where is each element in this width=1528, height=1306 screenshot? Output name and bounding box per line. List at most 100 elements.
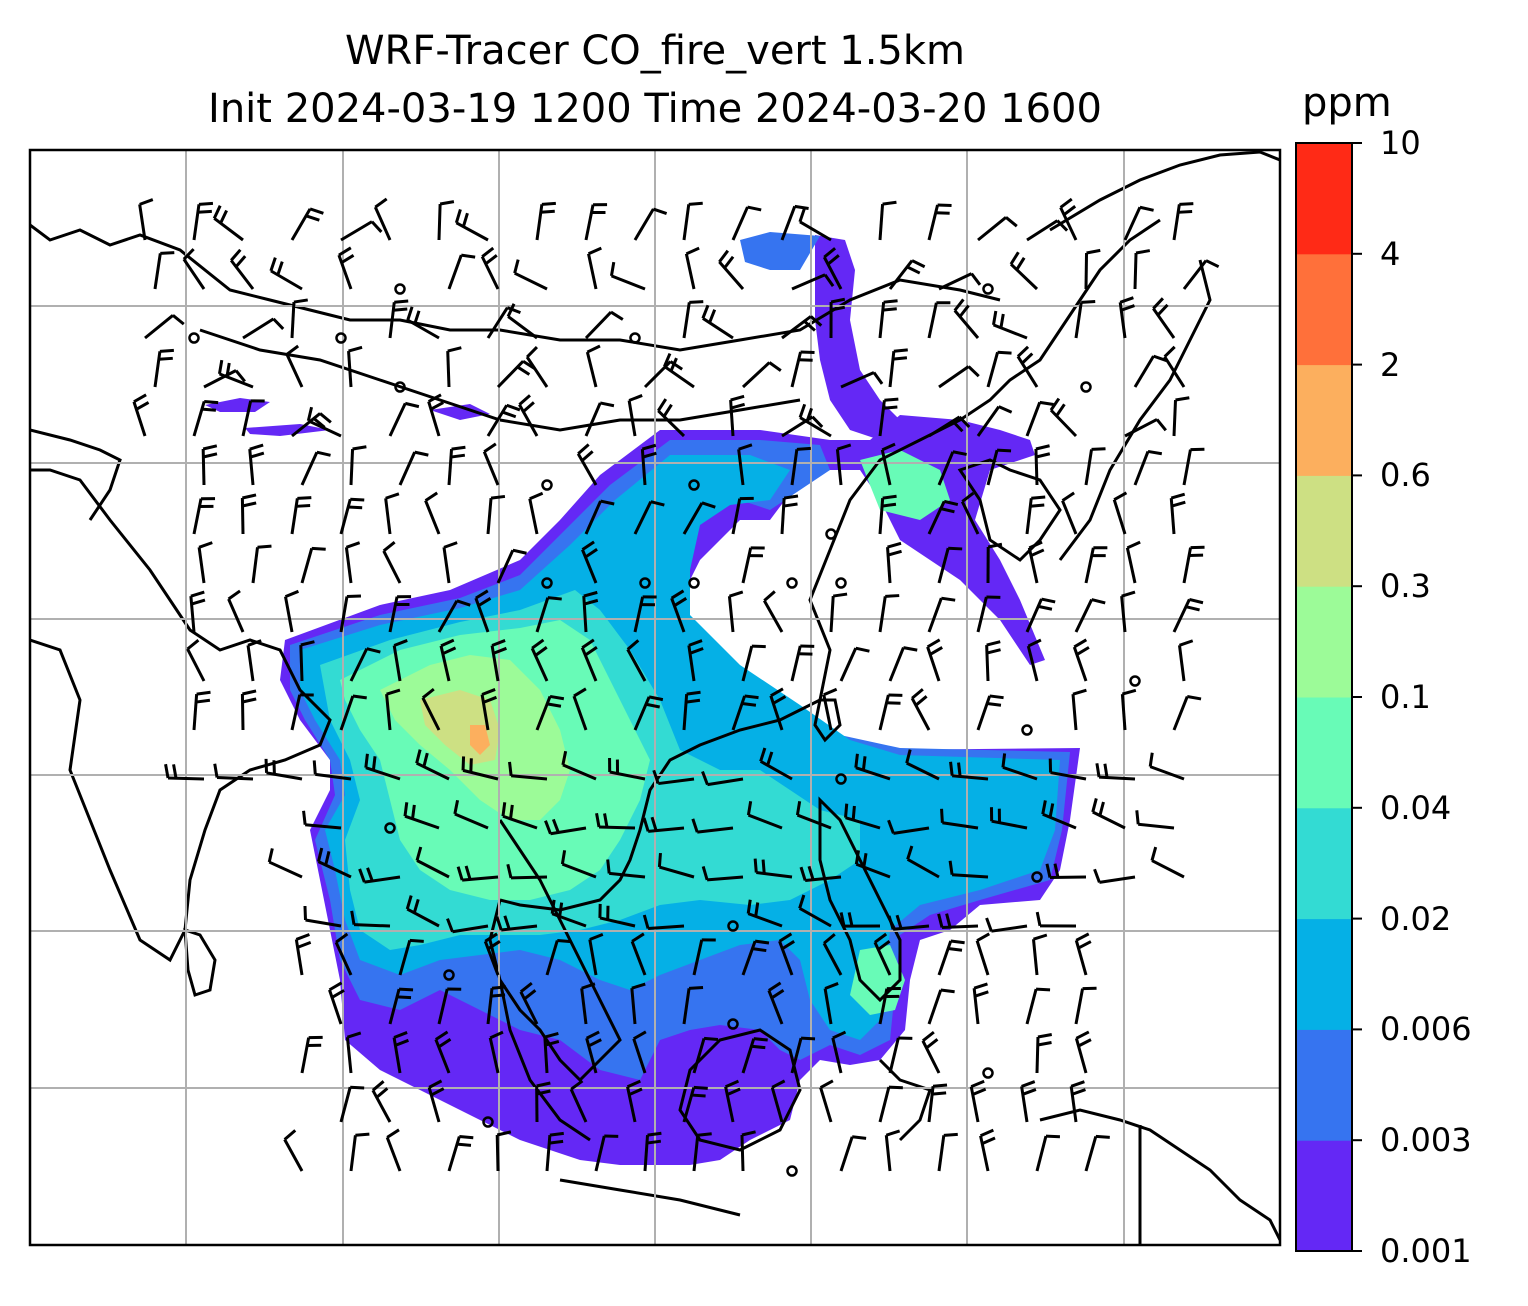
wind-barb (633, 695, 664, 731)
wind-barb (437, 599, 471, 633)
wind-barb (692, 1036, 719, 1074)
wind-barb (975, 932, 991, 976)
wind-barb (729, 394, 746, 437)
wind-barb (906, 845, 940, 879)
wind-barb (1172, 695, 1202, 731)
wind-barb (203, 369, 246, 389)
wind-barb (839, 646, 870, 682)
wind-barb (682, 1085, 708, 1123)
coastline-north (30, 223, 1001, 352)
wind-barb (630, 982, 646, 1025)
wind-barb (300, 450, 331, 486)
wind-barb (303, 905, 342, 928)
wind-barb (1034, 444, 1051, 486)
wind-barb (595, 812, 636, 830)
wind-barb (486, 494, 506, 535)
wind-barb (938, 272, 982, 291)
wind-barb (585, 344, 601, 388)
wind-barb (530, 638, 549, 682)
wind-barb (822, 933, 843, 976)
wind-barb (609, 261, 646, 291)
wind-barb (1035, 1033, 1053, 1074)
wind-barb (584, 499, 615, 535)
wind-barb (486, 306, 521, 339)
wind-barb (334, 932, 353, 976)
wind-barb (582, 590, 599, 633)
wind-barb (446, 346, 462, 388)
wind-barb (229, 248, 255, 290)
wind-barb (227, 589, 245, 633)
wind-barb (829, 592, 848, 633)
wind-barb (790, 644, 815, 682)
wind-barb (285, 344, 304, 388)
wind-barb (488, 1030, 504, 1074)
wind-barb (197, 541, 213, 584)
wind-barb (844, 803, 881, 830)
wind-barb (822, 247, 843, 290)
wind-barb (373, 197, 392, 241)
wind-barb (1150, 846, 1185, 879)
wind-barb (1163, 345, 1186, 388)
wind-barb (192, 497, 216, 535)
wind-barb (819, 1079, 834, 1123)
wind-barb (392, 1031, 409, 1074)
wind-barb (682, 690, 701, 731)
wind-barb (741, 939, 770, 976)
coastline-malay-peninsula (498, 979, 591, 1142)
colorbar-segment (1296, 918, 1352, 1030)
wind-barb (927, 301, 951, 339)
wind-barb (453, 799, 489, 830)
wind-barb (394, 381, 406, 393)
wind-barb (1025, 597, 1056, 633)
wind-barb (1074, 300, 1096, 339)
wind-barb (1118, 296, 1135, 339)
wind-barb (657, 852, 695, 879)
colorbar-segment (1296, 1029, 1352, 1141)
wind-barb (927, 596, 956, 633)
wind-barb (878, 986, 901, 1025)
colorbar-tick-label: 0.006 (1380, 1010, 1472, 1049)
wind-barb (132, 393, 150, 437)
wind-barb (798, 403, 832, 438)
coastline-borneo (678, 1028, 802, 1152)
wind-barb (513, 259, 548, 291)
map-title-line1: WRF-Tracer CO_fire_vert 1.5km (344, 28, 966, 74)
wind-barb (580, 982, 596, 1025)
wind-barb (688, 479, 700, 491)
wind-barb (737, 443, 753, 486)
wind-barb (269, 257, 303, 291)
wind-barb (670, 589, 688, 633)
wind-barb (1009, 251, 1039, 291)
wind-barb (581, 540, 598, 584)
colorbar-tick-label: 0.04 (1380, 788, 1452, 827)
wind-barb (186, 639, 206, 682)
wind-barb (480, 246, 500, 290)
colorbar-segment (1296, 1140, 1352, 1252)
wind-barb (691, 818, 734, 834)
wind-barb (291, 412, 332, 438)
wind-barb (960, 491, 980, 535)
wind-barb (447, 253, 476, 290)
wind-barb (267, 848, 303, 879)
wind-barb (887, 819, 930, 835)
wind-barb (495, 915, 538, 932)
wind-barb (886, 541, 902, 584)
wind-barb (299, 640, 315, 682)
wind-barb (835, 577, 847, 589)
wind-barb (394, 283, 406, 295)
wind-barb (443, 969, 455, 981)
wind-barb (937, 1132, 958, 1172)
wind-barb (1133, 354, 1168, 388)
wind-barb (731, 694, 759, 731)
wind-barb (992, 310, 1028, 340)
wind-barb (1084, 447, 1106, 486)
wind-barb (182, 248, 206, 290)
wind-barb (482, 442, 500, 486)
wind-barb (560, 850, 597, 879)
wind-barb (1016, 345, 1039, 388)
wind-barb (164, 763, 205, 781)
wind-barb (519, 981, 539, 1025)
wind-barb (741, 1037, 768, 1074)
wind-barb (543, 1031, 560, 1074)
colorbar-tick-label: 0.3 (1380, 567, 1431, 606)
